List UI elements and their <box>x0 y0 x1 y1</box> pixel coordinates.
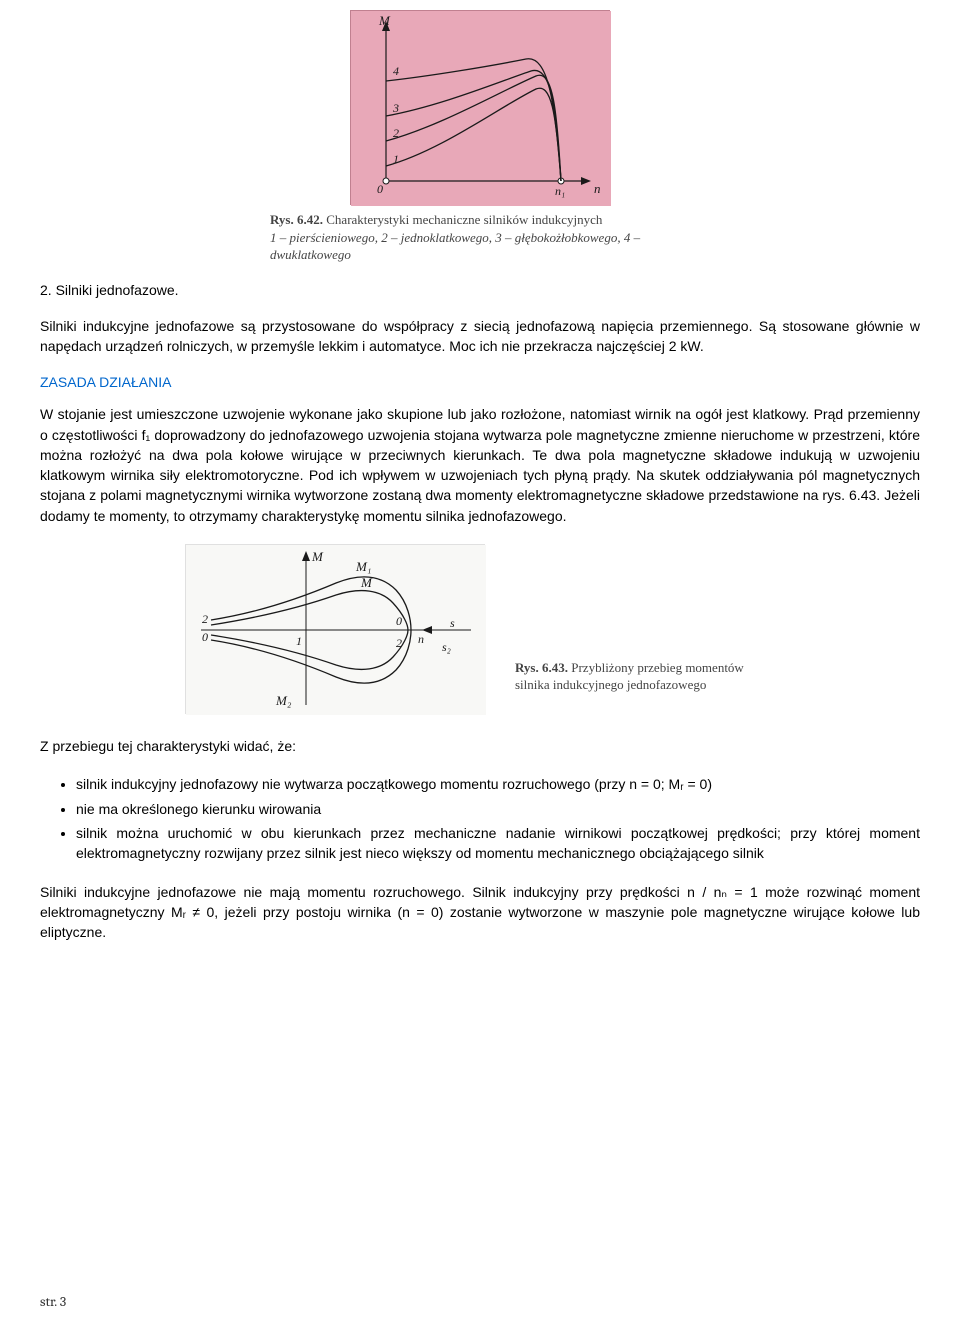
figure-6-43-caption: Rys. 6.43. Przybliżony przebieg momentów… <box>515 659 775 714</box>
page-number: str. 3 <box>40 1293 66 1310</box>
fig2-caption-num: Rys. 6.43. <box>515 660 568 675</box>
para-end: Silniki indukcyjne jednofazowe nie mają … <box>40 882 920 943</box>
svg-text:M: M <box>360 575 373 590</box>
list-item: silnik można uruchomić w obu kierunkach … <box>76 823 920 864</box>
para-widac: Z przebiegu tej charakterystyki widać, ż… <box>40 736 920 756</box>
svg-text:M₂: M₂ <box>275 693 292 708</box>
svg-text:s₂: s₂ <box>442 640 451 654</box>
fig1-xlabel: n <box>594 181 601 196</box>
fig1-ylabel: M <box>378 13 391 28</box>
svg-text:n: n <box>418 632 424 646</box>
list-item: nie ma określonego kierunku wirowania <box>76 799 920 819</box>
svg-text:2: 2 <box>202 612 208 626</box>
fig1-caption-legend: 1 – pierścieniowego, 2 – jednoklatkowego… <box>270 229 690 264</box>
fig1-n1: n₁ <box>555 184 565 198</box>
svg-text:0: 0 <box>396 614 402 628</box>
para-zasada: W stojanie jest umieszczone uzwojenie wy… <box>40 404 920 526</box>
fig1-caption-num: Rys. 6.42. <box>270 212 323 227</box>
bullet-list: silnik indukcyjny jednofazowy nie wytwar… <box>76 774 920 863</box>
fig1-caption-text: Charakterystyki mechaniczne silników ind… <box>326 212 602 227</box>
fig1-c3: 3 <box>392 101 399 115</box>
figure-6-43: M M₁ M M₂ 2 0 1 0 n 2 s s₂ Rys. 6.43. Pr… <box>40 544 920 714</box>
svg-text:M₁: M₁ <box>355 559 371 574</box>
figure-6-43-graphic: M M₁ M M₂ 2 0 1 0 n 2 s s₂ <box>185 544 485 714</box>
svg-text:M: M <box>311 549 324 564</box>
list-item: silnik indukcyjny jednofazowy nie wytwar… <box>76 774 920 794</box>
figure-6-42-caption: Rys. 6.42. Charakterystyki mechaniczne s… <box>270 211 690 264</box>
figure-6-42: M n n₁ 0 1 2 3 4 Rys. 6.42. Charakteryst… <box>270 10 690 264</box>
svg-text:0: 0 <box>202 630 208 644</box>
fig1-origin: 0 <box>377 182 383 196</box>
para-intro: Silniki indukcyjne jednofazowe są przyst… <box>40 316 920 357</box>
fig1-c2: 2 <box>393 126 399 140</box>
fig1-c1: 1 <box>393 152 399 166</box>
fig1-c4: 4 <box>393 64 399 78</box>
figure-6-42-graphic: M n n₁ 0 1 2 3 4 <box>350 10 610 205</box>
svg-text:1: 1 <box>296 634 302 648</box>
svg-text:s: s <box>450 616 455 630</box>
svg-text:2: 2 <box>396 636 402 650</box>
section-title: 2. Silniki jednofazowe. <box>40 282 920 298</box>
heading-zasada: ZASADA DZIAŁANIA <box>40 374 920 390</box>
